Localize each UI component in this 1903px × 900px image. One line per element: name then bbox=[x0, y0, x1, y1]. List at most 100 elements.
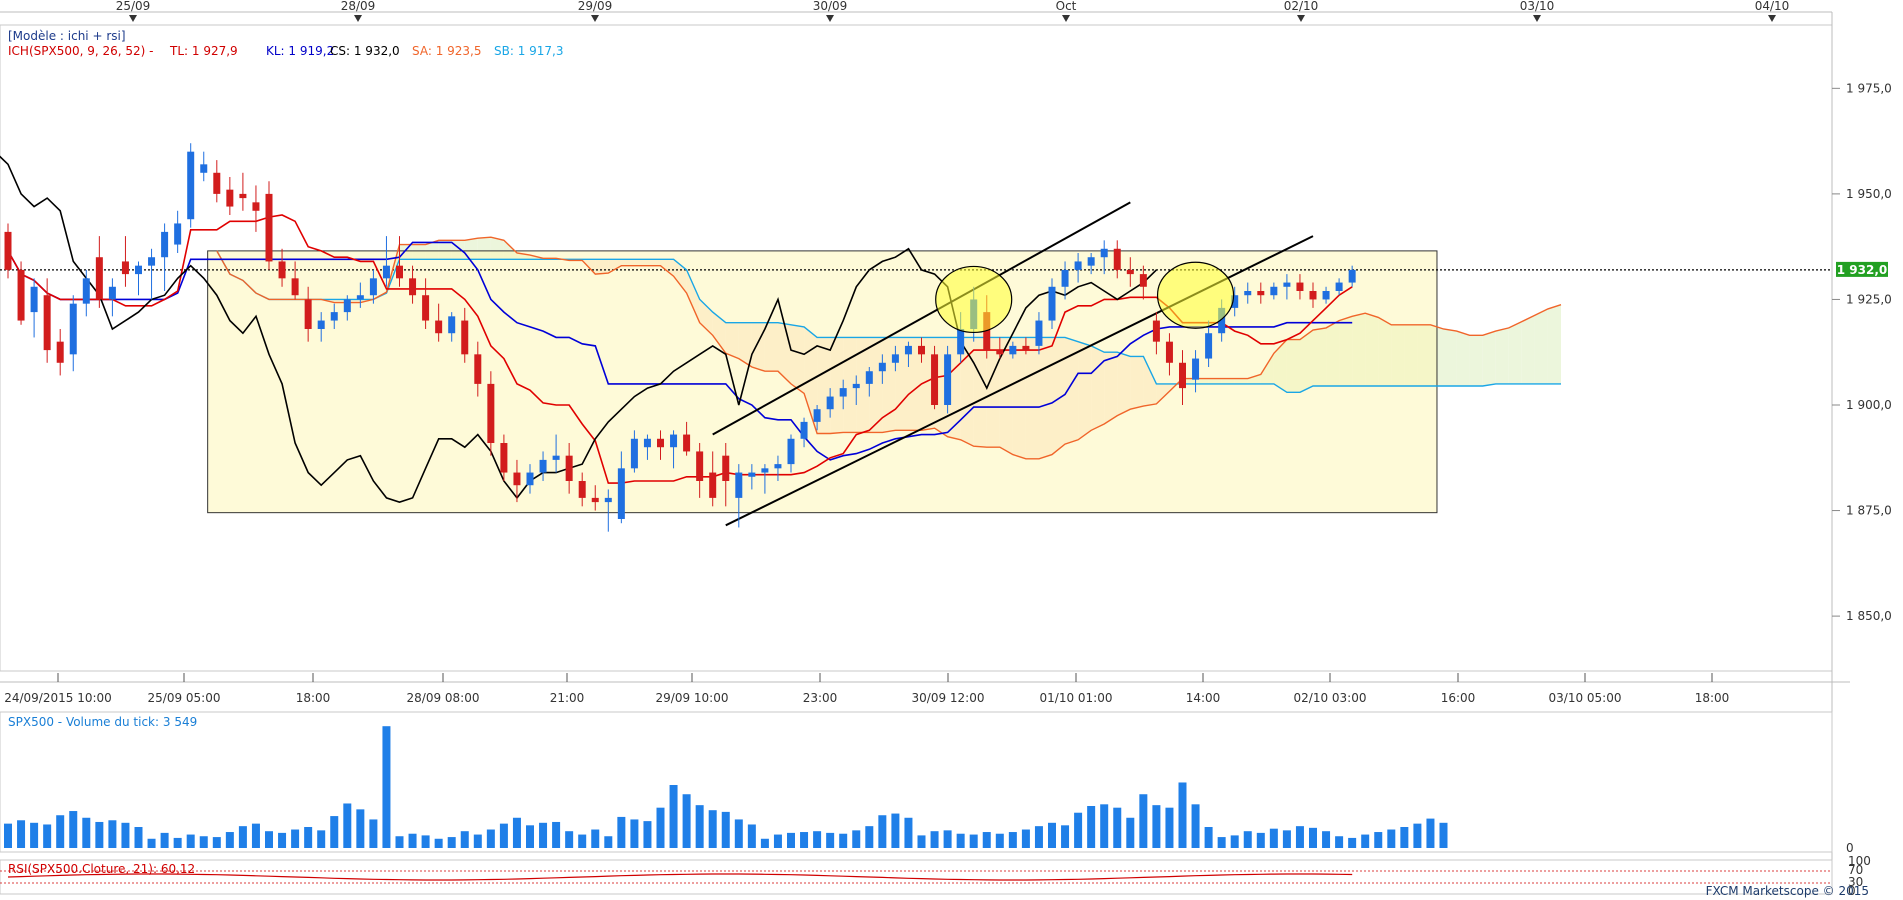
candle-body bbox=[643, 438, 651, 448]
volume-bar bbox=[878, 815, 887, 848]
volume-bar bbox=[147, 838, 156, 848]
candle-body bbox=[1205, 333, 1213, 359]
candle-body bbox=[617, 468, 625, 519]
candle-body bbox=[409, 278, 417, 296]
bottom-axis-label: 18:00 bbox=[296, 691, 331, 705]
volume-bar bbox=[1191, 804, 1200, 848]
candle-body bbox=[1048, 286, 1056, 321]
volume-bar bbox=[565, 831, 574, 848]
bottom-axis-label: 28/09 08:00 bbox=[407, 691, 480, 705]
candle-body bbox=[161, 231, 169, 258]
cloud-segment bbox=[1443, 329, 1457, 386]
volume-label: SPX500 - Volume du tick: 3 549 bbox=[8, 715, 197, 729]
volume-bar bbox=[526, 825, 534, 848]
candle-body bbox=[1335, 282, 1343, 291]
volume-bar bbox=[434, 838, 443, 848]
kijun-label: KL: 1 919,2 bbox=[266, 44, 334, 58]
volume-bar bbox=[1243, 831, 1252, 848]
bottom-axis-label: 16:00 bbox=[1441, 691, 1476, 705]
rsi-line bbox=[7, 873, 1353, 881]
candle-body bbox=[95, 257, 103, 300]
candle-body bbox=[931, 354, 939, 405]
range-box bbox=[207, 250, 1438, 514]
volume-bar bbox=[69, 811, 78, 848]
volume-bar bbox=[1217, 837, 1226, 848]
candle-body bbox=[1270, 286, 1278, 296]
volume-bar bbox=[382, 726, 391, 848]
candle-body bbox=[800, 421, 808, 439]
candle-body bbox=[878, 362, 886, 372]
candle-body bbox=[69, 303, 77, 355]
cloud-segment bbox=[1456, 331, 1470, 386]
candle-body bbox=[670, 434, 678, 448]
candle-body bbox=[696, 451, 704, 481]
candle-body bbox=[343, 299, 351, 313]
volume-bar bbox=[447, 837, 456, 848]
top-axis-marker bbox=[1768, 15, 1776, 22]
rsi-tick-label: 0 bbox=[1848, 884, 1856, 898]
volume-bar bbox=[134, 827, 143, 848]
candle-body bbox=[252, 202, 260, 211]
volume-bar bbox=[108, 820, 117, 848]
candle-body bbox=[1126, 269, 1134, 275]
candle-body bbox=[1192, 358, 1200, 380]
credit-text: FXCM Marketscope © 2015 bbox=[1705, 884, 1869, 898]
candle-body bbox=[291, 278, 299, 296]
ichimoku-legend: ICH(SPX500, 9, 26, 52) - TL: 1 927,9 KL:… bbox=[8, 44, 564, 58]
top-axis-marker bbox=[1297, 15, 1305, 22]
candle-body bbox=[213, 172, 221, 194]
volume-bar bbox=[917, 835, 926, 848]
volume-bar bbox=[813, 831, 822, 848]
rsi-tick-label: 30 bbox=[1848, 875, 1863, 889]
volume-bar bbox=[1309, 827, 1317, 848]
volume-bar bbox=[291, 829, 300, 848]
candle-body bbox=[330, 312, 338, 321]
candle-body bbox=[1087, 257, 1095, 266]
grid-layer bbox=[0, 87, 1840, 617]
volume-bar bbox=[1282, 830, 1291, 848]
volume-bar bbox=[956, 833, 965, 848]
volume-bar bbox=[1426, 818, 1435, 848]
candle-body bbox=[135, 265, 142, 275]
template-label: [Modèle : ichi + rsi] bbox=[8, 29, 126, 43]
volume-bar bbox=[578, 834, 587, 848]
candle-body bbox=[422, 295, 430, 321]
volume-bar bbox=[278, 832, 287, 848]
candle-body bbox=[82, 278, 90, 304]
candle-body bbox=[148, 257, 156, 266]
volume-bar bbox=[891, 813, 900, 848]
cloud-segment bbox=[1534, 308, 1548, 384]
highlight-circle bbox=[935, 265, 1013, 334]
volume-bar bbox=[512, 817, 521, 848]
candle-body bbox=[448, 316, 456, 334]
bottom-axis-label: 25/09 05:00 bbox=[148, 691, 221, 705]
candle-body bbox=[43, 295, 51, 351]
candle-body bbox=[396, 265, 403, 279]
candle-body bbox=[108, 286, 116, 300]
volume-bar bbox=[408, 833, 417, 848]
axes: 25/09 28/09 29/09 30/09 Oct 02/10 03/10 04/10 24… bbox=[4, 0, 1892, 705]
candle-body bbox=[200, 164, 208, 173]
volume-bar bbox=[1048, 822, 1056, 848]
candle-body bbox=[1061, 269, 1069, 287]
volume-bar bbox=[930, 831, 939, 848]
top-axis-label: Oct bbox=[1056, 0, 1077, 13]
volume-bar bbox=[539, 822, 548, 848]
tenkan-line bbox=[7, 214, 1353, 484]
candle-body bbox=[630, 438, 638, 469]
candle-body bbox=[4, 231, 12, 270]
volume-bar bbox=[839, 833, 848, 848]
y-tick-label: 1 975,0 bbox=[1846, 81, 1892, 95]
volume-bar bbox=[1295, 826, 1304, 848]
candle-body bbox=[1231, 295, 1239, 308]
volume-bar bbox=[343, 803, 352, 848]
cloud-segment bbox=[1482, 331, 1496, 386]
volume-bar bbox=[121, 822, 130, 848]
volume-bars: 0 bbox=[4, 726, 1854, 855]
volume-bar bbox=[982, 832, 991, 848]
candle-body bbox=[826, 396, 834, 410]
candle-body bbox=[839, 388, 847, 397]
candles bbox=[4, 143, 1356, 532]
